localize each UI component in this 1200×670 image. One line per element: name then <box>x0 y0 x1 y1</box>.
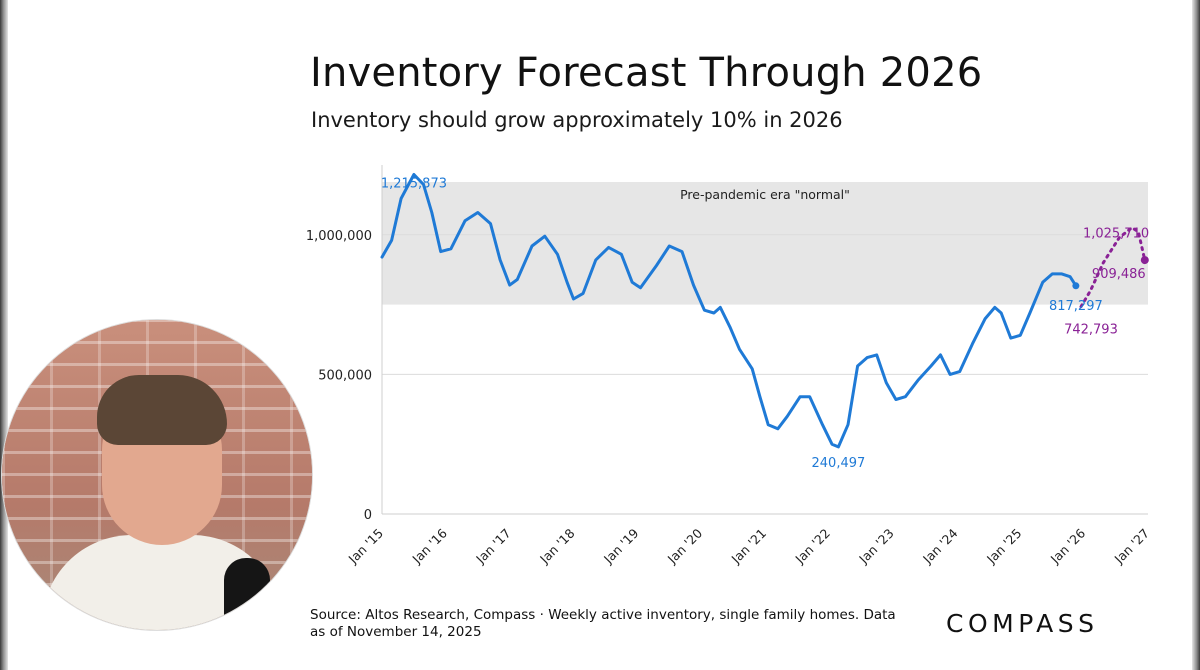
forecast-end-dot <box>1140 256 1149 265</box>
x-tick-label: Jan '24 <box>919 525 960 566</box>
actual-end-dot <box>1072 282 1080 290</box>
slide-subtitle: Inventory should grow approximately 10% … <box>311 108 843 132</box>
x-tick-label: Jan '18 <box>536 525 577 566</box>
y-tick-label: 1,000,000 <box>306 229 372 244</box>
x-tick-label: Jan '22 <box>792 526 833 567</box>
x-tick-label: Jan '20 <box>664 525 705 566</box>
data-label: 742,793 <box>1064 323 1118 338</box>
x-tick-label: Jan '19 <box>600 525 641 566</box>
presenter-hair <box>97 375 227 445</box>
x-tick-label: Jan '17 <box>472 526 513 567</box>
data-label: 1,215,873 <box>381 177 447 192</box>
forecast-inventory-line <box>1079 226 1147 309</box>
x-tick-label: Jan '16 <box>409 525 450 566</box>
x-tick-label: Jan '25 <box>983 526 1024 567</box>
data-label: 817,297 <box>1049 299 1103 314</box>
data-label: 240,497 <box>812 456 866 471</box>
right-edge-shadow <box>1192 0 1200 670</box>
data-label: 909,486 <box>1092 267 1146 282</box>
x-tick-label: Jan '23 <box>855 526 896 567</box>
x-tick-label: Jan '27 <box>1111 526 1152 567</box>
source-note: Source: Altos Research, Compass · Weekly… <box>310 607 896 640</box>
data-label: 1,025,710 <box>1083 227 1149 242</box>
y-tick-label: 500,000 <box>318 368 372 383</box>
compass-logo: COMPASS <box>946 609 1099 638</box>
x-tick-label: Jan '21 <box>728 526 769 567</box>
y-tick-label: 0 <box>364 508 372 523</box>
x-tick-label: Jan '26 <box>1047 525 1088 566</box>
slide-title: Inventory Forecast Through 2026 <box>310 50 983 96</box>
actual-inventory-line <box>380 173 1078 449</box>
band-label: Pre-pandemic era "normal" <box>680 187 850 202</box>
x-tick-label: Jan '15 <box>345 526 386 567</box>
microphone-icon <box>224 558 270 630</box>
compass-logo-text: COMPASS <box>946 609 1099 638</box>
presenter-webcam-icon <box>2 320 312 630</box>
